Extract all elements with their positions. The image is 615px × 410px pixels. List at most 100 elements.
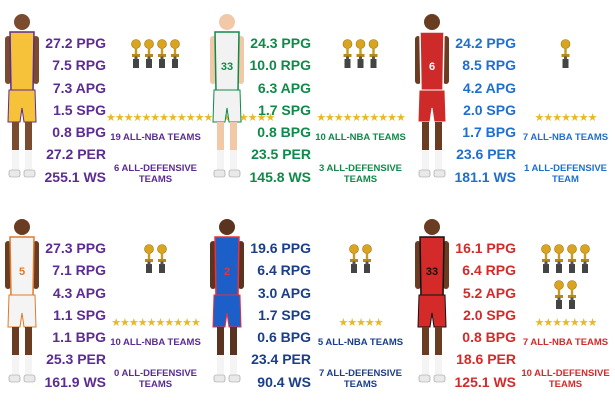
championship-trophy-icon (554, 280, 564, 309)
stat-line: 23.6 PER (456, 146, 516, 163)
stat-list: 24.2 PPG 8.5 RPG 4.2 APG 2.0 SPG 1.7 BPG 23.6… (454, 32, 516, 188)
stat-line: 23.4 PER (251, 351, 311, 368)
trophy-cabinet (106, 235, 205, 315)
all-nba-teams-label: 5 ALL-NBA TEAMS (317, 337, 404, 348)
trophy-cabinet (516, 235, 615, 315)
player-photo: 2 (205, 205, 249, 405)
stat-line: 0.8 BPG (462, 329, 516, 346)
all-star-icon: ★★★★★★★★★★ (111, 317, 201, 329)
all-nba-teams-label: 7 ALL-NBA TEAMS (522, 337, 609, 348)
all-defensive-teams-label: 1 ALL-DEFENSIVE TEAM (523, 163, 608, 185)
trophy-cabinet (311, 235, 410, 315)
player-photo: 6 (410, 0, 454, 200)
all-nba-teams-label: 7 ALL-NBA TEAMS (522, 132, 609, 143)
championship-trophy-icon (567, 280, 577, 309)
championship-trophy-icon (567, 244, 577, 273)
stat-line: 24.3 PPG (250, 35, 311, 51)
championship-trophy-icon (131, 39, 141, 68)
player-photo: 33 (410, 205, 454, 405)
player-card-bulls-33: 33 16.1 PPG 6.4 RPG 5.2 APG 2.0 SPG 0.8 BPG 18… (410, 205, 615, 405)
stat-line: 0.8 BPG (52, 124, 106, 141)
stat-line: 6.4 RPG (462, 262, 516, 279)
all-defensive-teams-label: 3 ALL-DEFENSIVE TEAMS (318, 163, 403, 185)
stat-list: 27.2 PPG 7.5 RPG 7.3 APG 1.5 SPG 0.8 BPG 27.2… (44, 32, 106, 188)
trophy-cabinet (311, 30, 410, 110)
stat-line: 24.2 PPG (455, 35, 516, 51)
stat-line: 18.6 PER (456, 351, 516, 368)
all-nba-teams-label: 19 ALL-NBA TEAMS (110, 132, 201, 143)
all-star-icon: ★★★★★★★ (534, 112, 597, 124)
stat-line: 1.1 SPG (53, 306, 106, 323)
all-star-icon: ★★★★★★★ (534, 317, 597, 329)
player-figure: 2 (210, 219, 244, 383)
jersey-number: 5 (19, 266, 25, 278)
championship-trophy-icon (541, 244, 551, 273)
stat-line: 125.1 WS (454, 373, 516, 390)
stat-line: 1.7 SPG (258, 306, 311, 323)
championship-trophy-icon (342, 39, 353, 68)
championship-trophy-icon (349, 244, 359, 273)
stat-line: 181.1 WS (454, 168, 516, 185)
stat-line: 4.2 APG (462, 79, 516, 96)
stat-line: 3.0 APG (257, 284, 311, 301)
all-defensive-teams-label: 0 ALL-DEFENSIVE TEAMS (113, 368, 198, 390)
player-card-celtics-33: 33 24.3 PPG 10.0 RPG 6.3 APG 1.7 SPG 0.8 BPG 2… (205, 0, 410, 200)
stat-line: 7.5 RPG (52, 57, 106, 74)
trophy-cabinet (106, 30, 205, 110)
jersey-number: 33 (221, 61, 233, 73)
all-defensive-teams-label: 10 ALL-DEFENSIVE TEAMS (521, 368, 610, 390)
stat-line: 1.5 SPG (53, 101, 106, 118)
stat-line: 23.5 PER (251, 146, 311, 163)
player-figure: 33 (415, 219, 449, 383)
stat-line: 5.2 APG (462, 284, 516, 301)
stat-line: 7.1 RPG (52, 262, 106, 279)
championship-trophy-icon (554, 244, 564, 273)
stat-line: 0.8 BPG (257, 124, 311, 141)
stat-line: 27.2 PPG (45, 35, 106, 51)
trophy-cabinet (516, 30, 615, 110)
stat-line: 27.2 PER (46, 146, 106, 163)
player-photo: 5 (0, 205, 44, 405)
player-card-sixers-6: 6 24.2 PPG 8.5 RPG 4.2 APG 2.0 SPG 1.7 BPG 23.… (410, 0, 615, 200)
stat-line: 1.7 SPG (258, 101, 311, 118)
player-figure: 33 (210, 14, 244, 178)
stat-list: 24.3 PPG 10.0 RPG 6.3 APG 1.7 SPG 0.8 BPG 23.… (249, 32, 311, 188)
stat-line: 10.0 RPG (249, 57, 311, 74)
championship-trophy-icon (560, 39, 571, 68)
stat-line: 0.6 BPG (257, 329, 311, 346)
championship-trophy-icon (362, 244, 372, 273)
stat-line: 4.3 APG (52, 284, 106, 301)
jersey-number: 2 (224, 266, 230, 278)
stat-line: 8.5 RPG (462, 57, 516, 74)
stat-line: 1.1 BPG (52, 329, 106, 346)
all-nba-teams-label: 10 ALL-NBA TEAMS (315, 132, 406, 143)
all-defensive-teams-label: 6 ALL-DEFENSIVE TEAMS (113, 163, 198, 185)
player-figure: 6 (415, 14, 449, 178)
player-figure: 5 (5, 219, 39, 383)
stat-line: 1.7 BPG (462, 124, 516, 141)
all-star-icon: ★★★★★ (338, 317, 383, 329)
stat-list: 27.3 PPG 7.1 RPG 4.3 APG 1.1 SPG 1.1 BPG 25.3… (44, 237, 106, 393)
player-figure (5, 14, 39, 178)
all-star-icon: ★★★★★★★★★★★★★★★★★★★ (106, 112, 275, 124)
stat-line: 16.1 PPG (455, 240, 516, 256)
all-nba-teams-label: 10 ALL-NBA TEAMS (110, 337, 201, 348)
stat-line: 161.9 WS (44, 373, 106, 390)
stat-line: 7.3 APG (52, 79, 106, 96)
jersey-number: 33 (426, 266, 438, 278)
championship-trophy-icon (144, 39, 154, 68)
stat-line: 19.6 PPG (250, 240, 311, 256)
championship-trophy-icon (157, 244, 167, 273)
stat-line: 6.4 RPG (257, 262, 311, 279)
championship-trophy-icon (580, 244, 590, 273)
stat-line: 2.0 SPG (463, 101, 516, 118)
player-card-clippers-2: 2 19.6 PPG 6.4 RPG 3.0 APG 1.7 SPG 0.6 BPG 23.… (205, 205, 410, 405)
all-star-icon: ★★★★★★★★★★ (316, 112, 406, 124)
player-card-suns-5: 5 27.3 PPG 7.1 RPG 4.3 APG 1.1 SPG 1.1 BPG 25.… (0, 205, 205, 405)
championship-trophy-icon (157, 39, 167, 68)
stat-line: 145.8 WS (249, 168, 311, 185)
player-card-lakers-23: 27.2 PPG 7.5 RPG 7.3 APG 1.5 SPG 0.8 BPG 27.2… (0, 0, 275, 200)
stat-line: 6.3 APG (257, 79, 311, 96)
stat-line: 255.1 WS (44, 168, 106, 185)
championship-trophy-icon (170, 39, 180, 68)
